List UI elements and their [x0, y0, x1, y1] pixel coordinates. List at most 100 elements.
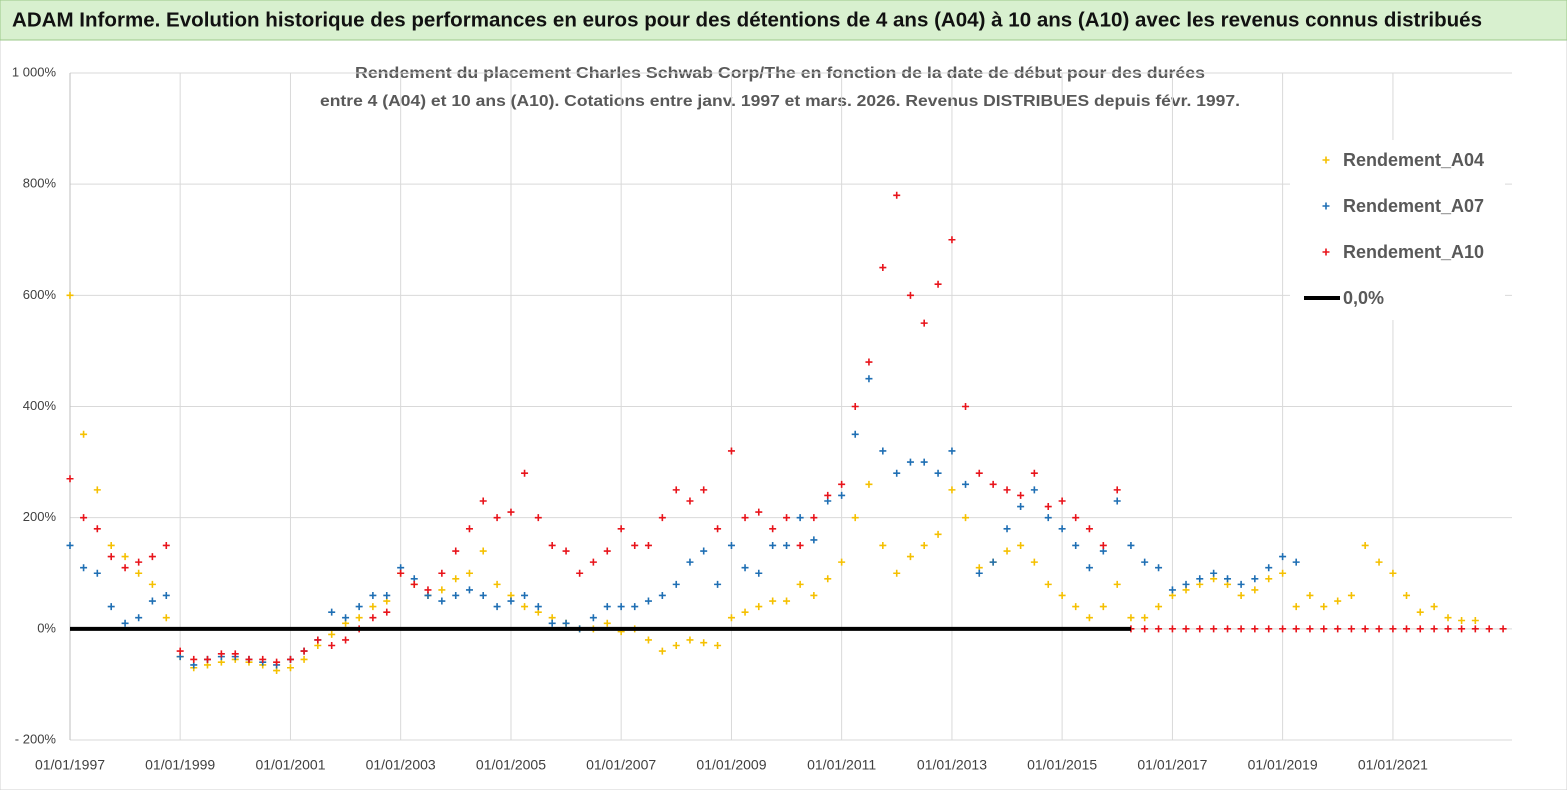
data-point: [548, 541, 556, 549]
data-point: [920, 319, 928, 327]
data-point: [975, 469, 983, 477]
data-point: [286, 664, 294, 672]
x-tick-label: 01/01/2021: [1358, 757, 1428, 773]
data-point: [1320, 603, 1328, 611]
data-point: [493, 603, 501, 611]
data-point: [1113, 497, 1121, 505]
data-point: [796, 580, 804, 588]
data-point: [1458, 625, 1466, 633]
data-point: [1141, 625, 1149, 633]
data-point: [286, 655, 294, 663]
data-point: [93, 525, 101, 533]
data-point: [66, 291, 74, 299]
data-point: [1347, 625, 1355, 633]
data-point: [686, 636, 694, 644]
data-point: [1044, 514, 1052, 522]
data-point: [769, 525, 777, 533]
x-tick-label: 01/01/2009: [696, 757, 766, 773]
data-point: [838, 491, 846, 499]
data-point: [300, 647, 308, 655]
data-point: [783, 597, 791, 605]
data-point: [1072, 541, 1080, 549]
data-point: [1389, 625, 1397, 633]
data-point: [314, 636, 322, 644]
data-point: [1347, 591, 1355, 599]
data-point: [741, 608, 749, 616]
data-point: [1196, 625, 1204, 633]
data-point: [617, 603, 625, 611]
data-point: [741, 564, 749, 572]
data-point: [562, 547, 570, 555]
chart-title: ADAM Informe. Evolution historique des p…: [12, 9, 1482, 31]
data-point: [1196, 575, 1204, 583]
data-point: [672, 486, 680, 494]
data-point: [755, 603, 763, 611]
data-point: [1389, 569, 1397, 577]
data-point: [1058, 525, 1066, 533]
data-point: [1127, 614, 1135, 622]
x-tick-label: 01/01/2019: [1248, 757, 1318, 773]
data-point: [438, 586, 446, 594]
data-point: [369, 603, 377, 611]
data-point: [1237, 625, 1245, 633]
data-point: [107, 603, 115, 611]
data-point: [1375, 625, 1383, 633]
data-point: [1017, 503, 1025, 511]
y-tick-label: 800%: [23, 176, 57, 191]
data-point: [962, 480, 970, 488]
data-point: [893, 469, 901, 477]
data-point: [906, 291, 914, 299]
data-point: [534, 603, 542, 611]
data-point: [714, 525, 722, 533]
data-point: [1155, 603, 1163, 611]
data-point: [383, 608, 391, 616]
data-point: [342, 636, 350, 644]
data-point: [1279, 625, 1287, 633]
data-point: [562, 619, 570, 627]
data-point: [962, 403, 970, 410]
data-point: [1458, 616, 1466, 624]
data-point: [1292, 558, 1300, 566]
data-point: [507, 508, 515, 516]
data-point: [1085, 564, 1093, 572]
data-point: [355, 603, 363, 611]
legend-label: Rendement_A10: [1343, 242, 1484, 262]
data-point: [1444, 625, 1452, 633]
data-point: [1182, 580, 1190, 588]
data-point: [658, 591, 666, 599]
y-tick-label: 400%: [23, 398, 57, 413]
data-point: [1499, 625, 1507, 633]
data-point: [879, 541, 887, 549]
data-point: [1085, 525, 1093, 533]
data-point: [644, 636, 652, 644]
data-point: [700, 547, 708, 555]
data-point: [1320, 625, 1328, 633]
data-point: [686, 558, 694, 566]
data-point: [741, 514, 749, 522]
data-point: [603, 619, 611, 627]
data-point: [93, 569, 101, 577]
data-point: [948, 236, 956, 244]
data-point: [1430, 603, 1438, 611]
data-point: [644, 541, 652, 549]
data-point: [700, 639, 708, 647]
data-point: [342, 614, 350, 622]
data-point: [948, 486, 956, 494]
data-point: [438, 569, 446, 577]
data-point: [148, 553, 156, 561]
data-point: [80, 430, 88, 438]
data-point: [521, 603, 529, 611]
data-point: [479, 547, 487, 555]
data-point: [521, 469, 529, 477]
data-point: [865, 375, 873, 383]
data-point: [962, 514, 970, 522]
data-point: [369, 591, 377, 599]
chart-subtitle: Rendement du placement Charles Schwab Co…: [355, 65, 1205, 82]
data-point: [1265, 564, 1273, 572]
data-point: [838, 480, 846, 488]
data-point: [1058, 591, 1066, 599]
data-point: [934, 469, 942, 477]
data-point: [1361, 541, 1369, 549]
data-point: [1072, 514, 1080, 522]
